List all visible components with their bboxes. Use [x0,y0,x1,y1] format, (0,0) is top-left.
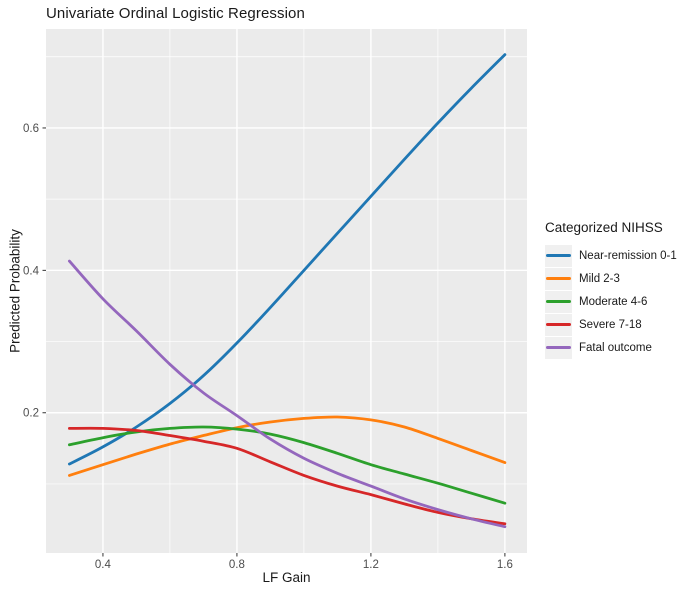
x-tick-label: 0.8 [229,559,245,571]
minor-gridlines [46,29,527,553]
legend-item-fatal: Fatal outcome [545,336,677,359]
legend: Categorized NIHSS Near-remission 0-1 Mil… [545,220,677,359]
x-tick-label: 1.2 [363,559,379,571]
chart-title: Univariate Ordinal Logistic Regression [46,5,305,22]
line-swatch-icon [546,277,571,280]
legend-label: Severe 7-18 [579,318,642,331]
series-line-near-remission-0-1 [68,53,507,466]
legend-item-near-remission: Near-remission 0-1 [545,244,677,267]
legend-items: Near-remission 0-1 Mild 2-3 Moderate 4-6… [545,244,677,359]
line-swatch-icon [546,300,571,303]
y-tick-label: 0.2 [23,408,39,420]
legend-item-severe: Severe 7-18 [545,313,677,336]
series-lines [68,53,507,529]
axis-tick-labels: 0.4 0.8 1.2 1.6 0.2 0.4 0.6 [23,123,513,571]
series-line-mild-2-3 [68,415,507,477]
series-line-severe-7-18 [68,426,507,526]
y-tick-label: 0.4 [23,265,40,277]
legend-key [545,290,572,313]
y-tick-label: 0.6 [23,123,39,135]
legend-item-mild: Mild 2-3 [545,267,677,290]
legend-label: Moderate 4-6 [579,295,648,308]
x-tick-label: 1.6 [497,559,513,571]
legend-label: Fatal outcome [579,341,652,354]
legend-key [545,244,572,267]
x-axis-title: LF Gain [262,570,311,585]
x-tick-label: 0.4 [95,559,112,571]
plot-panel: 0.4 0.8 1.2 1.6 0.2 0.4 0.6 [23,29,527,571]
legend-key [545,267,572,290]
line-swatch-icon [546,323,571,326]
series-line-fatal-outcome [68,259,507,529]
legend-key [545,313,572,336]
legend-item-moderate: Moderate 4-6 [545,290,677,313]
legend-label: Mild 2-3 [579,272,620,285]
y-axis-title: Predicted Probability [7,229,23,353]
line-swatch-icon [546,346,571,349]
axis-tick-marks [42,127,506,557]
legend-label: Near-remission 0-1 [579,249,677,262]
line-swatch-icon [546,254,571,257]
legend-title: Categorized NIHSS [545,220,663,235]
legend-key [545,336,572,359]
